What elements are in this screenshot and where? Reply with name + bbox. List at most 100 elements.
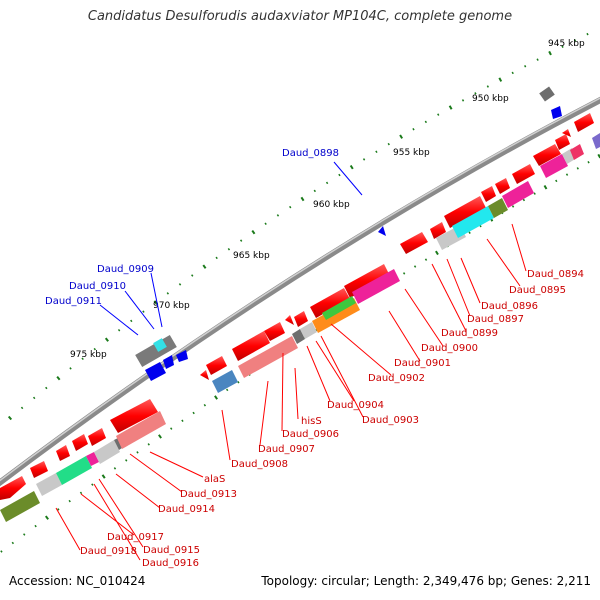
gene-box — [540, 154, 568, 178]
gene-label-daud-0906[interactable]: Daud_0906 — [282, 429, 339, 440]
gene-box — [0, 491, 40, 522]
gene-label-daud-0917[interactable]: Daud_0917 — [107, 532, 164, 543]
gene-box — [114, 438, 122, 450]
ruler-tick — [533, 192, 536, 195]
gene-box — [452, 206, 494, 238]
gene-label-daud-0915[interactable]: Daud_0915 — [143, 545, 200, 556]
ruler-tick — [524, 65, 527, 68]
ruler-tick — [0, 550, 3, 553]
ruler-tick — [276, 214, 280, 217]
gene-box — [238, 336, 298, 378]
gene-box — [94, 440, 120, 464]
gene-box — [481, 186, 496, 202]
gene-label-daud-0903[interactable]: Daud_0903 — [362, 415, 419, 426]
red-labels: Daud_0894 Daud_0895 Daud_0896 Daud_0897 … — [80, 269, 584, 569]
ruler-tick — [448, 105, 453, 110]
gene-box — [562, 129, 571, 137]
gene-label-daud-0901[interactable]: Daud_0901 — [394, 358, 451, 369]
gene-label-daud-0913[interactable]: Daud_0913 — [180, 489, 237, 500]
gene-box — [570, 144, 584, 160]
ruler-tick — [101, 474, 106, 479]
ruler-label-950: 950 kbp — [472, 94, 509, 104]
gene-label-daud-0918[interactable]: Daud_0918 — [80, 546, 137, 557]
ruler-tick — [565, 173, 569, 176]
gene-label-daud-0894[interactable]: Daud_0894 — [527, 269, 584, 280]
ruler-tick — [136, 451, 139, 454]
ruler-tick — [474, 92, 477, 95]
gene-box — [294, 311, 308, 327]
ruler-tick — [170, 427, 173, 430]
gene-box — [551, 106, 562, 119]
gene-box — [352, 269, 400, 304]
ruler-tick — [81, 357, 84, 360]
ruler-tick — [437, 113, 440, 116]
ruler-tick — [300, 196, 305, 202]
gene-label-hiss[interactable]: hisS — [301, 416, 322, 427]
ruler-tick — [153, 300, 158, 305]
gene-label-alas[interactable]: alaS — [204, 474, 225, 485]
genome-backbone — [0, 96, 600, 487]
gene-label-daud-0909[interactable]: Daud_0909 — [97, 264, 154, 275]
map-title: Candidatus Desulforudis audaxviator MP10… — [87, 9, 513, 24]
gene-box — [533, 144, 561, 166]
ruler-tick — [338, 173, 341, 177]
gene-label-daud-0908[interactable]: Daud_0908 — [231, 459, 288, 470]
gene-label-daud-0904[interactable]: Daud_0904 — [327, 400, 384, 411]
gene-box — [145, 362, 166, 381]
ruler-tick — [79, 491, 83, 495]
ruler-tick — [561, 45, 564, 48]
gene-label-daud-0911[interactable]: Daud_0911 — [45, 296, 102, 307]
gene-box — [56, 456, 92, 485]
gene-box — [322, 296, 356, 320]
gene-box — [163, 355, 174, 369]
ruler-tick — [548, 50, 552, 56]
gene-label-daud-0900[interactable]: Daud_0900 — [421, 343, 478, 354]
blue-labels: Daud_0898 Daud_0909 Daud_0910 Daud_0911 — [45, 148, 339, 307]
gene-label-daud-0914[interactable]: Daud_0914 — [158, 504, 215, 515]
ruler-tick — [93, 347, 97, 351]
ruler-tick — [522, 198, 526, 202]
ruler-tick — [7, 415, 13, 421]
gene-label-daud-0902[interactable]: Daud_0902 — [368, 373, 425, 384]
gene-label-daud-0907[interactable]: Daud_0907 — [258, 444, 315, 455]
ruler-tick — [158, 434, 162, 439]
ruler-tick — [313, 189, 316, 193]
ruler-tick — [227, 248, 231, 251]
gene-label-daud-0899[interactable]: Daud_0899 — [441, 328, 498, 339]
ruler-ticks — [7, 32, 589, 421]
ruler-label-945: 945 kbp — [548, 39, 585, 49]
ruler-tick — [214, 395, 218, 400]
gene-label-daud-0916[interactable]: Daud_0916 — [142, 558, 199, 569]
gene-box — [110, 399, 158, 433]
ruler-tick — [34, 524, 37, 528]
gene-box — [400, 232, 428, 254]
ruler-tick — [412, 128, 415, 131]
ruler-tick — [69, 367, 72, 370]
ruler-tick — [178, 283, 182, 286]
ruler-labels: 945 kbp 950 kbp 955 kbp 960 kbp 965 kbp … — [70, 39, 585, 360]
gene-label-daud-0910[interactable]: Daud_0910 — [69, 281, 126, 292]
gene-label-daud-0895[interactable]: Daud_0895 — [509, 285, 566, 296]
ruler-tick — [349, 164, 354, 170]
ruler-tick — [203, 403, 207, 407]
gene-label-daud-0897[interactable]: Daud_0897 — [467, 314, 524, 325]
gene-box — [512, 164, 535, 184]
gene-label-daud-0898[interactable]: Daud_0898 — [282, 148, 339, 159]
gene-box — [72, 434, 88, 451]
gene-box — [0, 476, 26, 500]
ruler-tick — [325, 181, 329, 185]
gene-box — [88, 428, 106, 446]
ruler-tick — [237, 380, 240, 384]
ruler-tick — [543, 185, 548, 190]
ruler-tick — [117, 329, 121, 332]
genome-backbone-highlight — [0, 97, 600, 482]
ruler-tick — [498, 77, 503, 82]
ruler-tick — [264, 222, 267, 225]
ruler-tick — [511, 71, 514, 75]
ruler-tick — [215, 256, 218, 260]
ruler-tick — [402, 272, 406, 275]
ruler-tick — [166, 292, 170, 295]
gene-label-daud-0896[interactable]: Daud_0896 — [481, 301, 538, 312]
gene-box — [200, 370, 209, 380]
ruler-tick — [536, 58, 539, 61]
